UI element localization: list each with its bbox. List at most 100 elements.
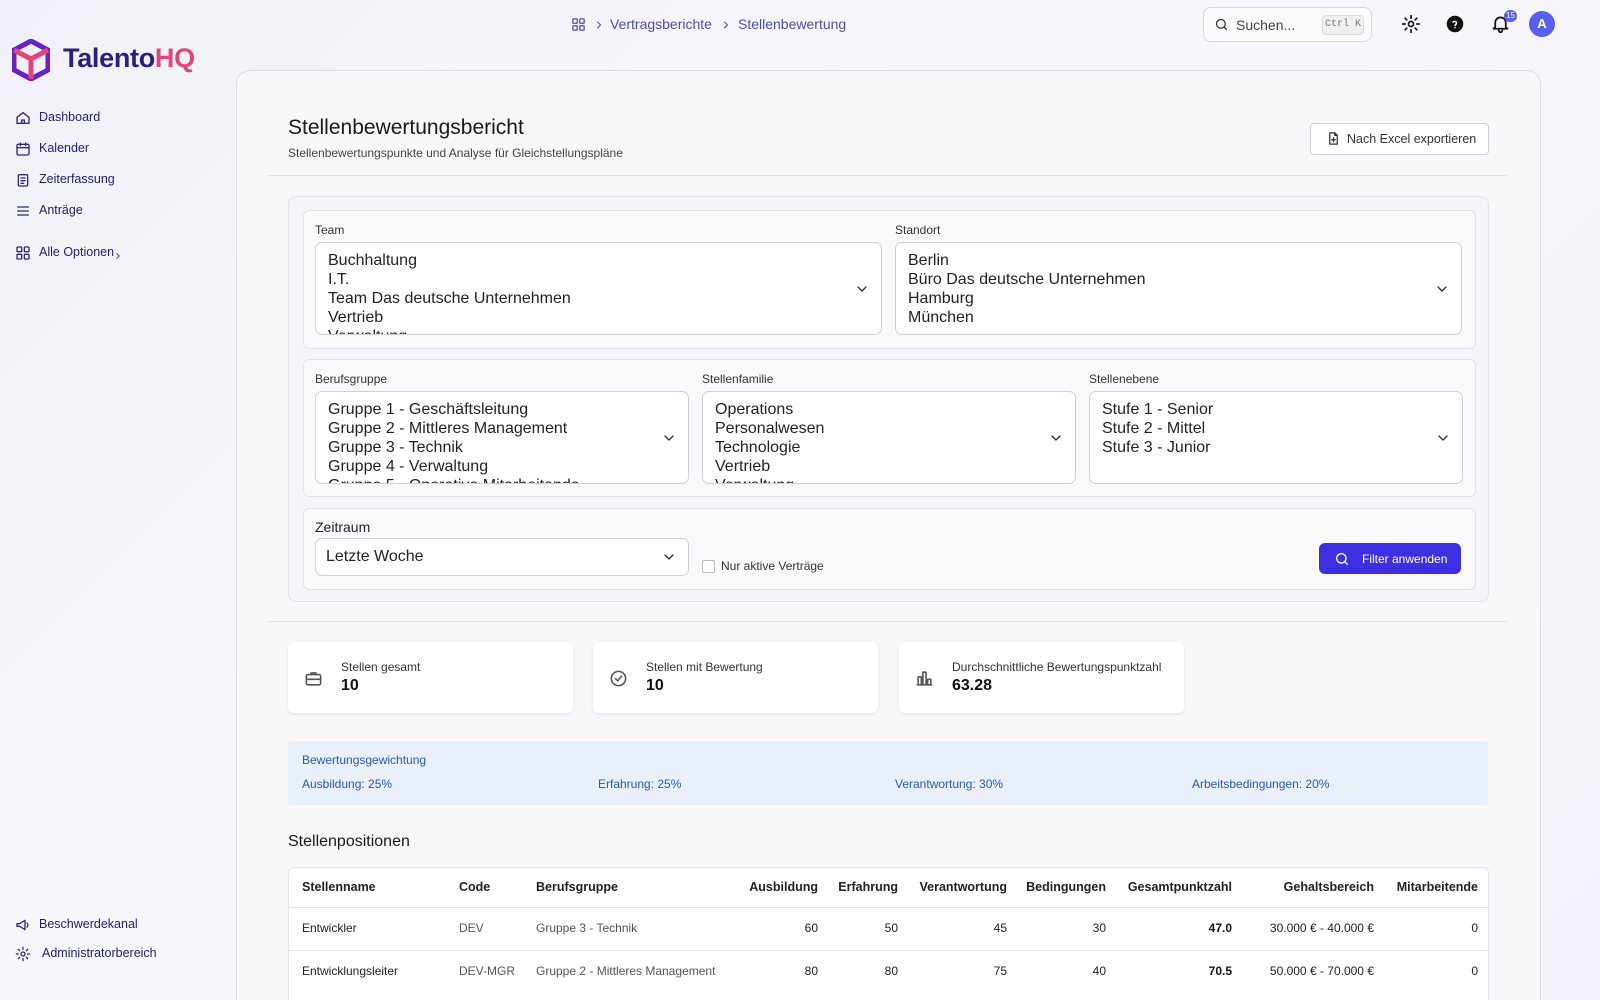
nav-icon[interactable] <box>15 141 31 157</box>
stat-label: Stellen gesamt <box>341 660 421 674</box>
footer-link[interactable]: Beschwerdekanal <box>39 917 138 931</box>
option[interactable]: Operations <box>715 401 794 418</box>
page-title: Stellenbewertungsbericht <box>288 116 524 139</box>
option[interactable]: Stufe 3 - Junior <box>1102 439 1211 456</box>
option[interactable]: Berlin <box>908 252 949 269</box>
column-header: Erfahrung <box>838 880 898 894</box>
option-list: Gruppe 1 - Geschäftsleitung Gruppe 2 - Mi… <box>328 400 648 483</box>
multi-select[interactable]: Gruppe 1 - Geschäftsleitung Gruppe 2 - Mi… <box>315 391 689 484</box>
filter-label: Stellenebene <box>1089 372 1160 386</box>
weight-item: Erfahrung: 25% <box>598 777 682 791</box>
column-header: Mitarbeitende <box>1396 880 1478 894</box>
nav-icon[interactable] <box>15 245 31 261</box>
option[interactable]: Verwaltung <box>715 476 1035 483</box>
weight-item: Verantwortung: 30% <box>895 777 1004 791</box>
stat-card: Stellen gesamt 10 <box>288 642 573 713</box>
nav-icon[interactable] <box>15 203 31 219</box>
option[interactable]: Personalwesen <box>715 420 825 437</box>
apply-icon <box>1334 551 1350 567</box>
page-subtitle: Stellenbewertungspunkte und Analyse für … <box>288 146 623 160</box>
checkbox[interactable] <box>702 560 715 573</box>
user-avatar[interactable]: A <box>1529 11 1555 37</box>
period-select[interactable]: Letzte Woche <box>315 538 689 576</box>
option[interactable]: Büro Das deutsche Unternehmen <box>908 271 1146 288</box>
search-shortcut: Ctrl K <box>1322 15 1364 35</box>
multi-select[interactable]: Berlin Büro Das deutsche Unternehmen Hambu… <box>895 242 1462 335</box>
nav-icon[interactable] <box>15 110 31 126</box>
option[interactable]: München <box>908 309 974 326</box>
nav-link[interactable]: Zeiterfassung <box>39 172 115 186</box>
nav-link[interactable]: Anträge <box>39 203 83 217</box>
filter-label: Standort <box>895 223 941 237</box>
footer-icon[interactable] <box>15 917 31 933</box>
notifications-button[interactable] <box>1490 13 1511 34</box>
nav-chevron <box>113 248 123 259</box>
option[interactable]: Technologie <box>715 439 801 456</box>
stat-label: Durchschnittliche Bewertungspunktzahl <box>952 660 1162 674</box>
breadcrumb-link[interactable]: Vertragsberichte <box>610 16 712 32</box>
nav-link[interactable]: Alle Optionen <box>39 245 115 259</box>
apply-label: Filter anwenden <box>1362 552 1448 566</box>
row-divider <box>289 950 1488 951</box>
table-cell: 80 <box>884 964 898 978</box>
option[interactable]: Gruppe 2 - Mittleres Management <box>328 420 568 437</box>
option[interactable]: I.T. <box>328 271 350 288</box>
option[interactable]: Stufe 1 - Senior <box>1102 401 1214 418</box>
filter-label: Team <box>315 223 345 237</box>
stat-value: 10 <box>341 677 359 694</box>
nav-link[interactable]: Dashboard <box>39 110 101 124</box>
brand-main: Talento <box>63 43 155 73</box>
brand-name: TalentoHQ <box>63 43 195 74</box>
stat-icon <box>609 669 628 688</box>
nav-link[interactable]: Kalender <box>39 141 90 155</box>
option[interactable]: Gruppe 5 - Operative Mitarbeitende <box>328 476 648 483</box>
help-button[interactable] <box>1446 15 1464 33</box>
table-cell: DEV <box>459 921 484 935</box>
option[interactable]: Gruppe 1 - Geschäftsleitung <box>328 401 529 418</box>
table <box>288 867 1489 1000</box>
option[interactable]: Vertrieb <box>328 309 384 326</box>
footer-icon[interactable] <box>15 946 31 962</box>
filter-label: Zeitraum <box>315 519 371 535</box>
column-header: Code <box>459 880 491 894</box>
table-cell: 50.000 € - 70.000 € <box>1269 964 1374 978</box>
search-icon <box>1214 17 1229 32</box>
multi-select[interactable]: Buchhaltung I.T. Team Das deutsche Unterne… <box>315 242 882 335</box>
weight-item: Arbeitsbedingungen: 20% <box>1192 777 1330 791</box>
search-placeholder: Suchen... <box>1236 17 1296 33</box>
table-cell: Gruppe 3 - Technik <box>536 921 638 935</box>
notification-badge: 15 <box>1504 10 1517 22</box>
select-chevron <box>1048 430 1064 446</box>
table-cell: 47.0 <box>1208 921 1232 935</box>
multi-select[interactable]: Stufe 1 - Senior Stufe 2 - Mittel Stufe 3 … <box>1089 391 1463 484</box>
filter-label: Berufsgruppe <box>315 372 388 386</box>
column-header: Stellenname <box>302 880 376 894</box>
breadcrumb-home[interactable] <box>571 17 586 32</box>
nav-icon[interactable] <box>15 172 31 188</box>
option[interactable]: Gruppe 4 - Verwaltung <box>328 458 489 475</box>
export-button[interactable]: Nach Excel exportieren <box>1310 123 1489 155</box>
apply-button[interactable]: Filter anwenden <box>1319 543 1461 574</box>
checkbox-label[interactable]: Nur aktive Verträge <box>721 559 824 573</box>
option[interactable]: Team Das deutsche Unternehmen <box>328 290 571 307</box>
footer-link[interactable]: Administratorbereich <box>42 946 157 960</box>
option[interactable]: Hamburg <box>908 290 974 307</box>
option[interactable]: Verwaltung <box>328 327 841 334</box>
search-box[interactable]: Suchen... Ctrl K <box>1203 7 1372 42</box>
table-cell: Entwickler <box>302 921 357 935</box>
table-cell: 80 <box>804 964 818 978</box>
option[interactable]: Gruppe 3 - Technik <box>328 439 463 456</box>
table-cell: Entwicklungsleiter <box>302 964 399 978</box>
breadcrumb-sep <box>720 18 732 30</box>
option[interactable]: Buchhaltung <box>328 252 417 269</box>
stat-value: 10 <box>646 677 664 694</box>
multi-select[interactable]: Operations Personalwesen Technologie Vertri… <box>702 391 1076 484</box>
table-cell: 45 <box>993 921 1007 935</box>
option[interactable]: Stufe 2 - Mittel <box>1102 420 1206 437</box>
brand-accent: HQ <box>154 43 195 73</box>
settings-button[interactable] <box>1401 14 1421 34</box>
table-cell: 70.5 <box>1208 964 1232 978</box>
select-chevron <box>1434 281 1450 297</box>
option[interactable]: Vertrieb <box>715 458 771 475</box>
